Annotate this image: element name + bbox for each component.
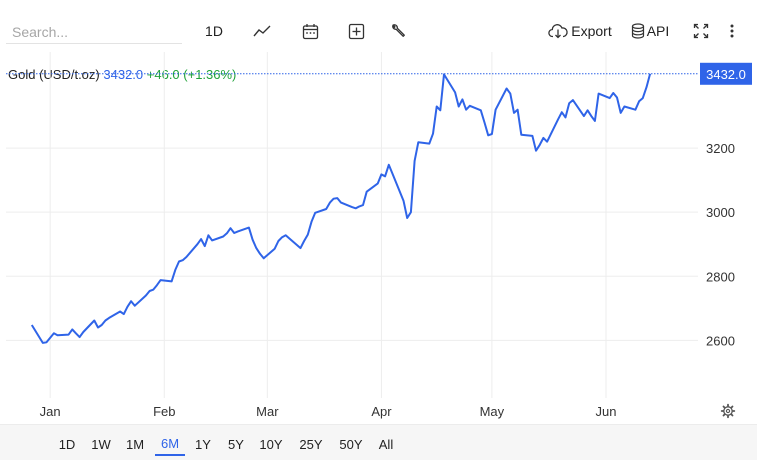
range-25y[interactable]: 25Y (299, 436, 323, 452)
series-points (31, 73, 651, 343)
chart-grid (6, 52, 698, 398)
cloud-download-icon (548, 23, 568, 39)
line-chart-icon (253, 24, 271, 38)
database-icon (631, 23, 645, 39)
chart-settings-button[interactable] (720, 403, 736, 419)
interval-button[interactable]: 1D (199, 18, 229, 44)
wrench-icon (390, 23, 406, 39)
x-tick-label: Jan (40, 404, 61, 419)
api-button[interactable]: API (629, 18, 671, 44)
y-tick-label: 3200 (706, 141, 735, 156)
legend-symbol: Gold (USD/t.oz) (8, 67, 100, 82)
x-tick-label: Apr (371, 404, 392, 419)
fullscreen-button[interactable] (690, 18, 712, 44)
x-tick-label: Mar (256, 404, 279, 419)
more-vert-icon (729, 23, 735, 39)
fullscreen-icon (693, 23, 709, 39)
range-1m[interactable]: 1M (125, 436, 145, 452)
add-indicator-button[interactable] (344, 18, 368, 44)
series-line-gold (30, 73, 652, 344)
y-tick-label: 2600 (706, 333, 735, 348)
chart-legend: Gold (USD/t.oz) 3432.0 +46.0 (+1.36%) (8, 67, 236, 82)
y-axis: 2600 2800 3000 3200 (706, 141, 735, 348)
date-range-button[interactable] (298, 18, 322, 44)
y-tick-label: 3000 (706, 205, 735, 220)
x-tick-label: Feb (153, 404, 175, 419)
export-button[interactable]: Export (548, 18, 612, 44)
x-axis: Jan Feb Mar Apr May Jun (40, 404, 617, 419)
more-options-button[interactable] (723, 18, 741, 44)
tools-button[interactable] (386, 18, 410, 44)
interval-label: 1D (205, 23, 223, 39)
last-price-tag-label: 3432.0 (706, 67, 746, 82)
range-5y[interactable]: 5Y (228, 436, 244, 452)
x-tick-label: May (480, 404, 505, 419)
gear-icon (720, 403, 736, 419)
legend-change: +46.0 (+1.36%) (146, 67, 237, 82)
y-tick-label: 2800 (706, 269, 735, 284)
range-1d[interactable]: 1D (58, 436, 76, 452)
x-tick-label: Jun (595, 404, 616, 419)
search-input[interactable] (6, 20, 182, 44)
top-toolbar: 1D (0, 0, 757, 48)
range-1y[interactable]: 1Y (195, 436, 211, 452)
export-label: Export (571, 23, 612, 39)
legend-price: 3432.0 (103, 67, 144, 82)
api-label: API (646, 23, 670, 39)
price-chart[interactable]: Jan Feb Mar Apr May Jun 2600 2800 3000 3200 3432… (0, 52, 757, 424)
calendar-icon (302, 23, 319, 40)
plus-box-icon (348, 23, 365, 40)
range-1w[interactable]: 1W (91, 436, 111, 452)
range-10y[interactable]: 10Y (259, 436, 283, 452)
range-50y[interactable]: 50Y (339, 436, 363, 452)
range-6m[interactable]: 6M (155, 432, 185, 456)
last-price-tag: 3432.0 (700, 62, 752, 85)
chart-type-button[interactable] (250, 18, 274, 44)
range-selector: 1D 1W 1M 6M 1Y 5Y 10Y 25Y 50Y All (0, 424, 757, 460)
range-all[interactable]: All (378, 436, 394, 452)
last-price-tag-bg (700, 62, 752, 85)
